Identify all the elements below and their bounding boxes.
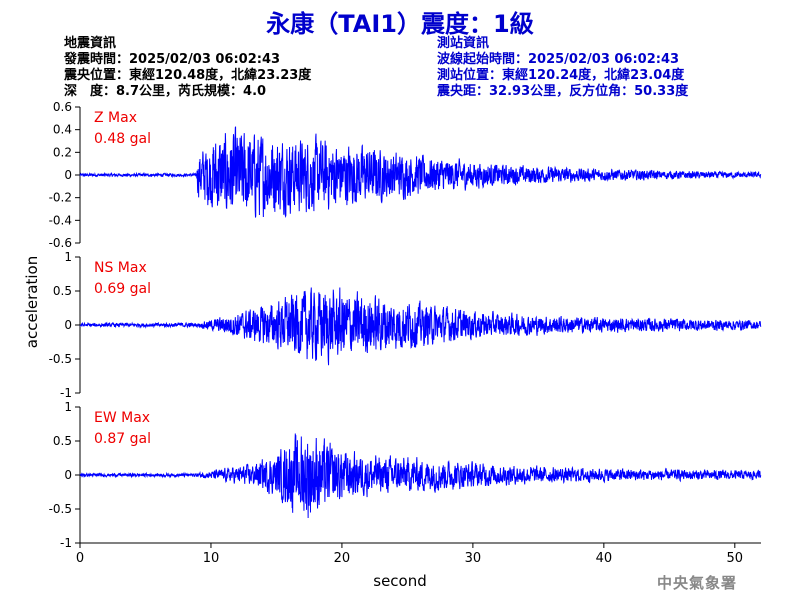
- x-tick-label: 0: [76, 551, 84, 566]
- max-value: 0.48 gal: [94, 131, 151, 147]
- y-axis-label: acceleration: [23, 256, 41, 348]
- epicentral-distance: 震央距：32.93公里，反方位角：50.33度: [437, 84, 689, 99]
- wave-start-time: 波線起始時間：2025/02/03 06:02:43: [437, 52, 680, 67]
- max-value: 0.69 gal: [94, 281, 151, 297]
- earthquake-info-heading: 地震資訊: [64, 36, 117, 51]
- y-tick-label: 0.5: [53, 284, 72, 298]
- y-tick-label: 0.2: [53, 145, 72, 159]
- max-label: Z Max: [94, 110, 137, 126]
- y-tick-label: -0.4: [49, 213, 72, 227]
- waveform-trace-ew: [79, 433, 762, 518]
- max-label: NS Max: [94, 260, 147, 276]
- station-info-heading: 測站資訊: [437, 36, 490, 51]
- y-tick-label: 0.4: [53, 123, 72, 137]
- y-tick-label: 0: [64, 168, 72, 182]
- y-tick-label: 1: [64, 400, 72, 414]
- epicenter-location: 震央位置：東經120.48度，北緯23.23度: [64, 68, 312, 83]
- y-tick-label: -1: [60, 536, 72, 550]
- waveform-trace-ns: [79, 287, 762, 366]
- y-tick-label: 0.5: [53, 434, 72, 448]
- y-tick-label: -1: [60, 386, 72, 400]
- x-tick-label: 30: [465, 551, 482, 566]
- station-info: 測站資訊 波線起始時間：2025/02/03 06:02:43 測站位置：東經1…: [437, 36, 688, 100]
- depth-magnitude: 深 度：8.7公里，芮氏規模：4.0: [64, 84, 267, 99]
- agency-watermark: 中央氣象署: [657, 574, 738, 592]
- x-tick-label: 40: [596, 551, 613, 566]
- max-value: 0.87 gal: [94, 431, 151, 447]
- page-title: 永康（TAI1）震度：1級: [266, 10, 534, 38]
- y-tick-label: -0.5: [49, 502, 72, 516]
- earthquake-time: 發震時間：2025/02/03 06:02:43: [64, 52, 281, 67]
- y-tick-label: -0.2: [49, 191, 72, 205]
- y-tick-label: -0.6: [49, 236, 72, 250]
- station-location: 測站位置：東經120.24度，北緯23.04度: [437, 68, 685, 83]
- x-tick-label: 20: [334, 551, 351, 566]
- x-tick-label: 50: [727, 551, 744, 566]
- y-tick-label: 0: [64, 468, 72, 482]
- panel-z: -0.6 -0.4 -0.2 0 0.2 0.4 0.6 Z Max 0.48 gal: [49, 100, 762, 250]
- y-tick-label: 0.6: [53, 100, 72, 114]
- max-label: EW Max: [94, 410, 150, 426]
- x-tick-label: 10: [203, 551, 220, 566]
- panel-ew: -1 -0.5 0 0.5 1 EW Max 0.87 gal 0 10 20 30 40 50: [49, 400, 762, 566]
- y-tick-label: -0.5: [49, 352, 72, 366]
- y-tick-label: 1: [64, 250, 72, 264]
- x-axis-label: second: [373, 572, 427, 590]
- y-tick-label: 0: [64, 318, 72, 332]
- waveform-trace-z: [79, 126, 762, 219]
- panel-ns: -1 -0.5 0 0.5 1 NS Max 0.69 gal: [49, 250, 762, 400]
- earthquake-info: 地震資訊 發震時間：2025/02/03 06:02:43 震央位置：東經120…: [64, 36, 311, 100]
